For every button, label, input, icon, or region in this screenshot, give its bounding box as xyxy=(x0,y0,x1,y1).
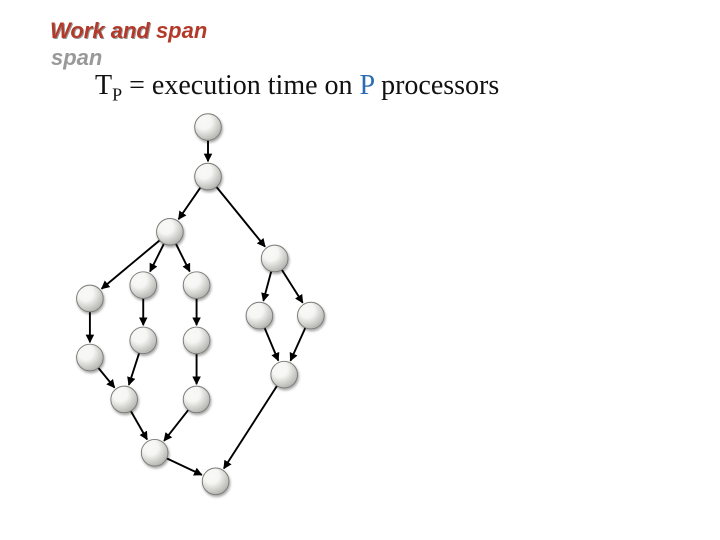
edge xyxy=(176,244,190,272)
dag-node xyxy=(130,272,157,299)
dag-node xyxy=(130,327,157,354)
dag-node xyxy=(183,327,210,354)
dag-node xyxy=(141,439,168,466)
title-text: Work and span xyxy=(50,18,207,43)
edge xyxy=(150,244,164,272)
dag-diagram xyxy=(48,108,368,508)
formula-T: T xyxy=(95,70,112,101)
slide-title: Work and span Work and span xyxy=(50,18,207,44)
dag-node xyxy=(77,344,104,371)
nodes-group xyxy=(77,114,325,495)
edge xyxy=(131,411,147,440)
formula-eq: = xyxy=(122,70,152,101)
dag-node xyxy=(271,361,298,388)
edge xyxy=(179,188,201,220)
dag-node xyxy=(195,163,222,190)
formula-P-sub: P xyxy=(112,85,122,105)
dag-node xyxy=(202,468,229,495)
dag-node xyxy=(111,386,138,413)
formula-P-accent: P xyxy=(360,70,375,101)
edge xyxy=(167,458,202,474)
dag-node xyxy=(157,218,184,245)
formula: TP = execution time on P processors xyxy=(95,70,499,106)
dag-node xyxy=(261,245,288,272)
dag-node xyxy=(183,272,210,299)
formula-tail: processors xyxy=(374,70,499,101)
edge xyxy=(216,187,265,247)
edge xyxy=(290,328,305,361)
edge xyxy=(129,353,139,385)
slide: Work and span Work and span TP = executi… xyxy=(0,0,720,540)
edge xyxy=(282,270,303,303)
edge xyxy=(224,386,277,469)
edge xyxy=(164,410,188,441)
edge xyxy=(98,368,114,388)
dag-node xyxy=(77,285,104,312)
dag-node xyxy=(183,386,210,413)
edge xyxy=(263,271,271,301)
formula-mid: execution time on xyxy=(152,70,360,101)
dag-node xyxy=(246,302,273,329)
edge xyxy=(265,328,279,361)
dag-node xyxy=(195,114,222,141)
dag-node xyxy=(298,302,325,329)
edges-group xyxy=(90,140,305,474)
